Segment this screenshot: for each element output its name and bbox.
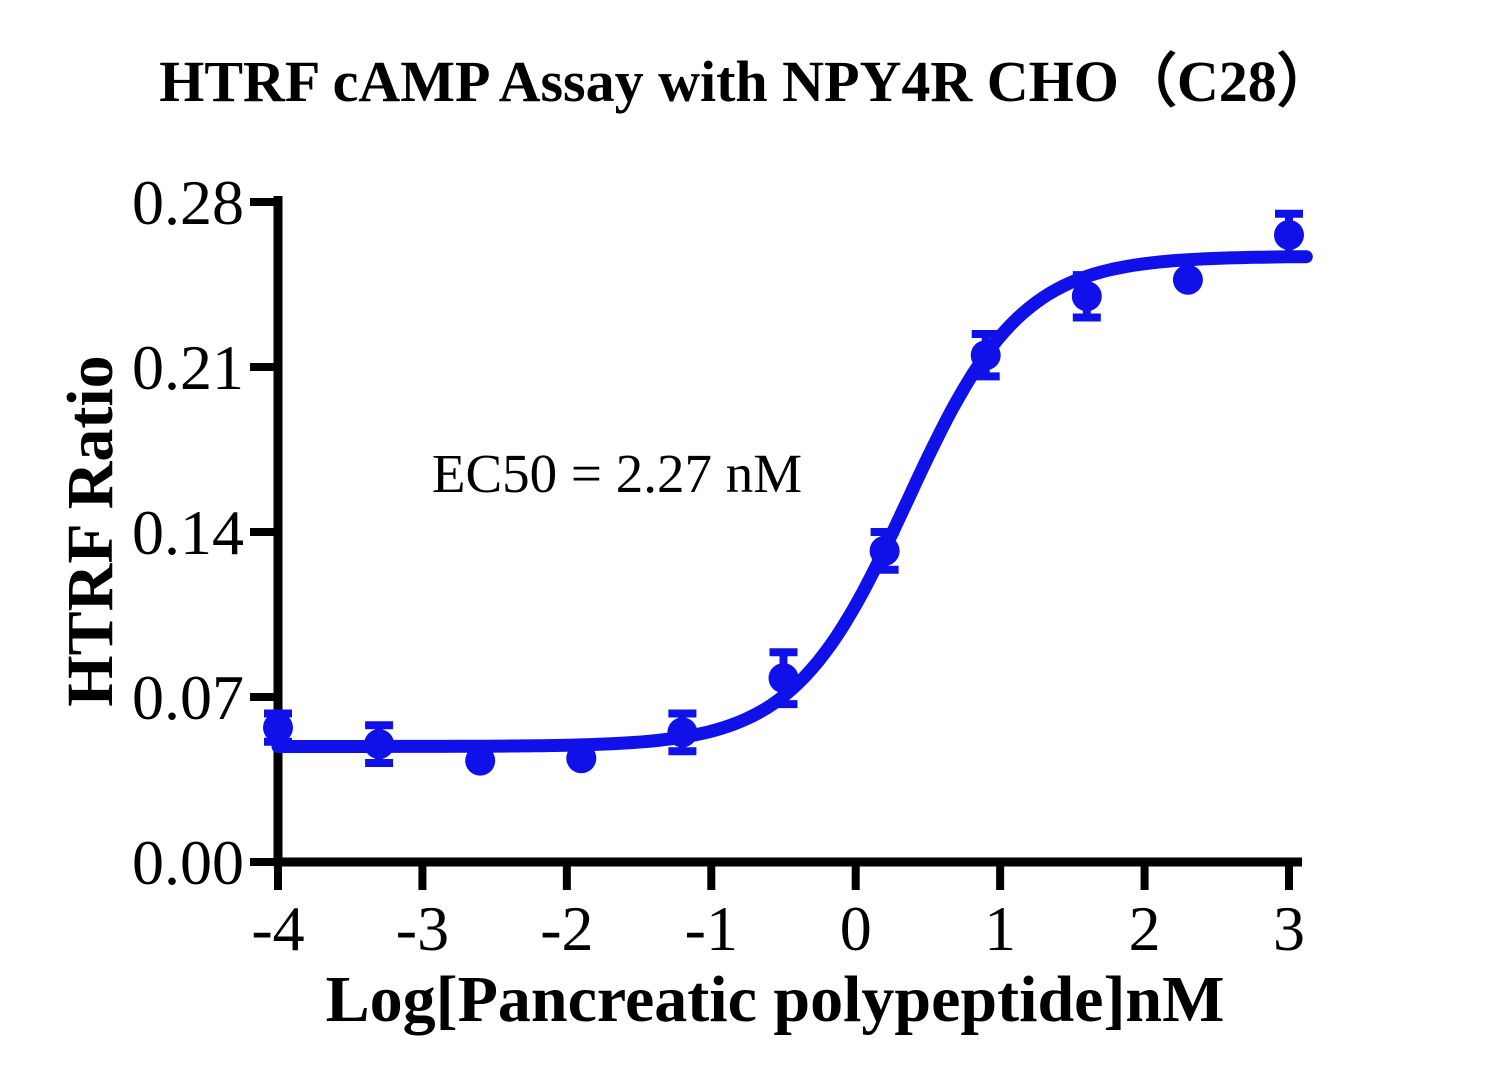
x-tick-label: 1 [984, 893, 1016, 964]
x-tick-label: -2 [540, 893, 593, 964]
data-point [364, 729, 395, 760]
data-point [1274, 220, 1304, 250]
x-tick-label: 2 [1129, 893, 1161, 964]
plot-series [263, 209, 1313, 776]
y-tick-label: 0.14 [132, 497, 244, 568]
data-point [1172, 264, 1203, 295]
data-point [970, 340, 1001, 371]
x-axis-label: Log[Pancreatic polypeptide]nM [326, 963, 1225, 1036]
y-tick-label: 0.00 [132, 827, 244, 898]
y-tick-label: 0.21 [132, 332, 244, 403]
ec50-annotation: EC50 = 2.27 nM [432, 443, 802, 504]
data-point [566, 743, 597, 774]
chart-title: HTRF cAMP Assay with NPY4R CHO（C28） [159, 49, 1335, 114]
y-axis-label: HTRF Ratio [54, 355, 127, 706]
data-point [1071, 281, 1102, 312]
data-point [465, 745, 496, 776]
data-point [263, 712, 293, 743]
x-tick-label: -1 [685, 893, 738, 964]
axes: 0.00 0.07 0.14 0.21 0.28 -4 -3 -2 -1 0 1 2 3 [132, 167, 1305, 964]
y-tick-label: 0.07 [132, 662, 244, 733]
x-tick-label: -4 [251, 893, 304, 964]
data-point [768, 663, 799, 694]
data-point [869, 535, 900, 566]
x-tick-label: 0 [840, 893, 872, 964]
y-tick-label: 0.28 [132, 167, 244, 238]
x-tick-label: -3 [396, 893, 449, 964]
x-tick-label: 3 [1273, 893, 1305, 964]
data-point [667, 717, 698, 748]
